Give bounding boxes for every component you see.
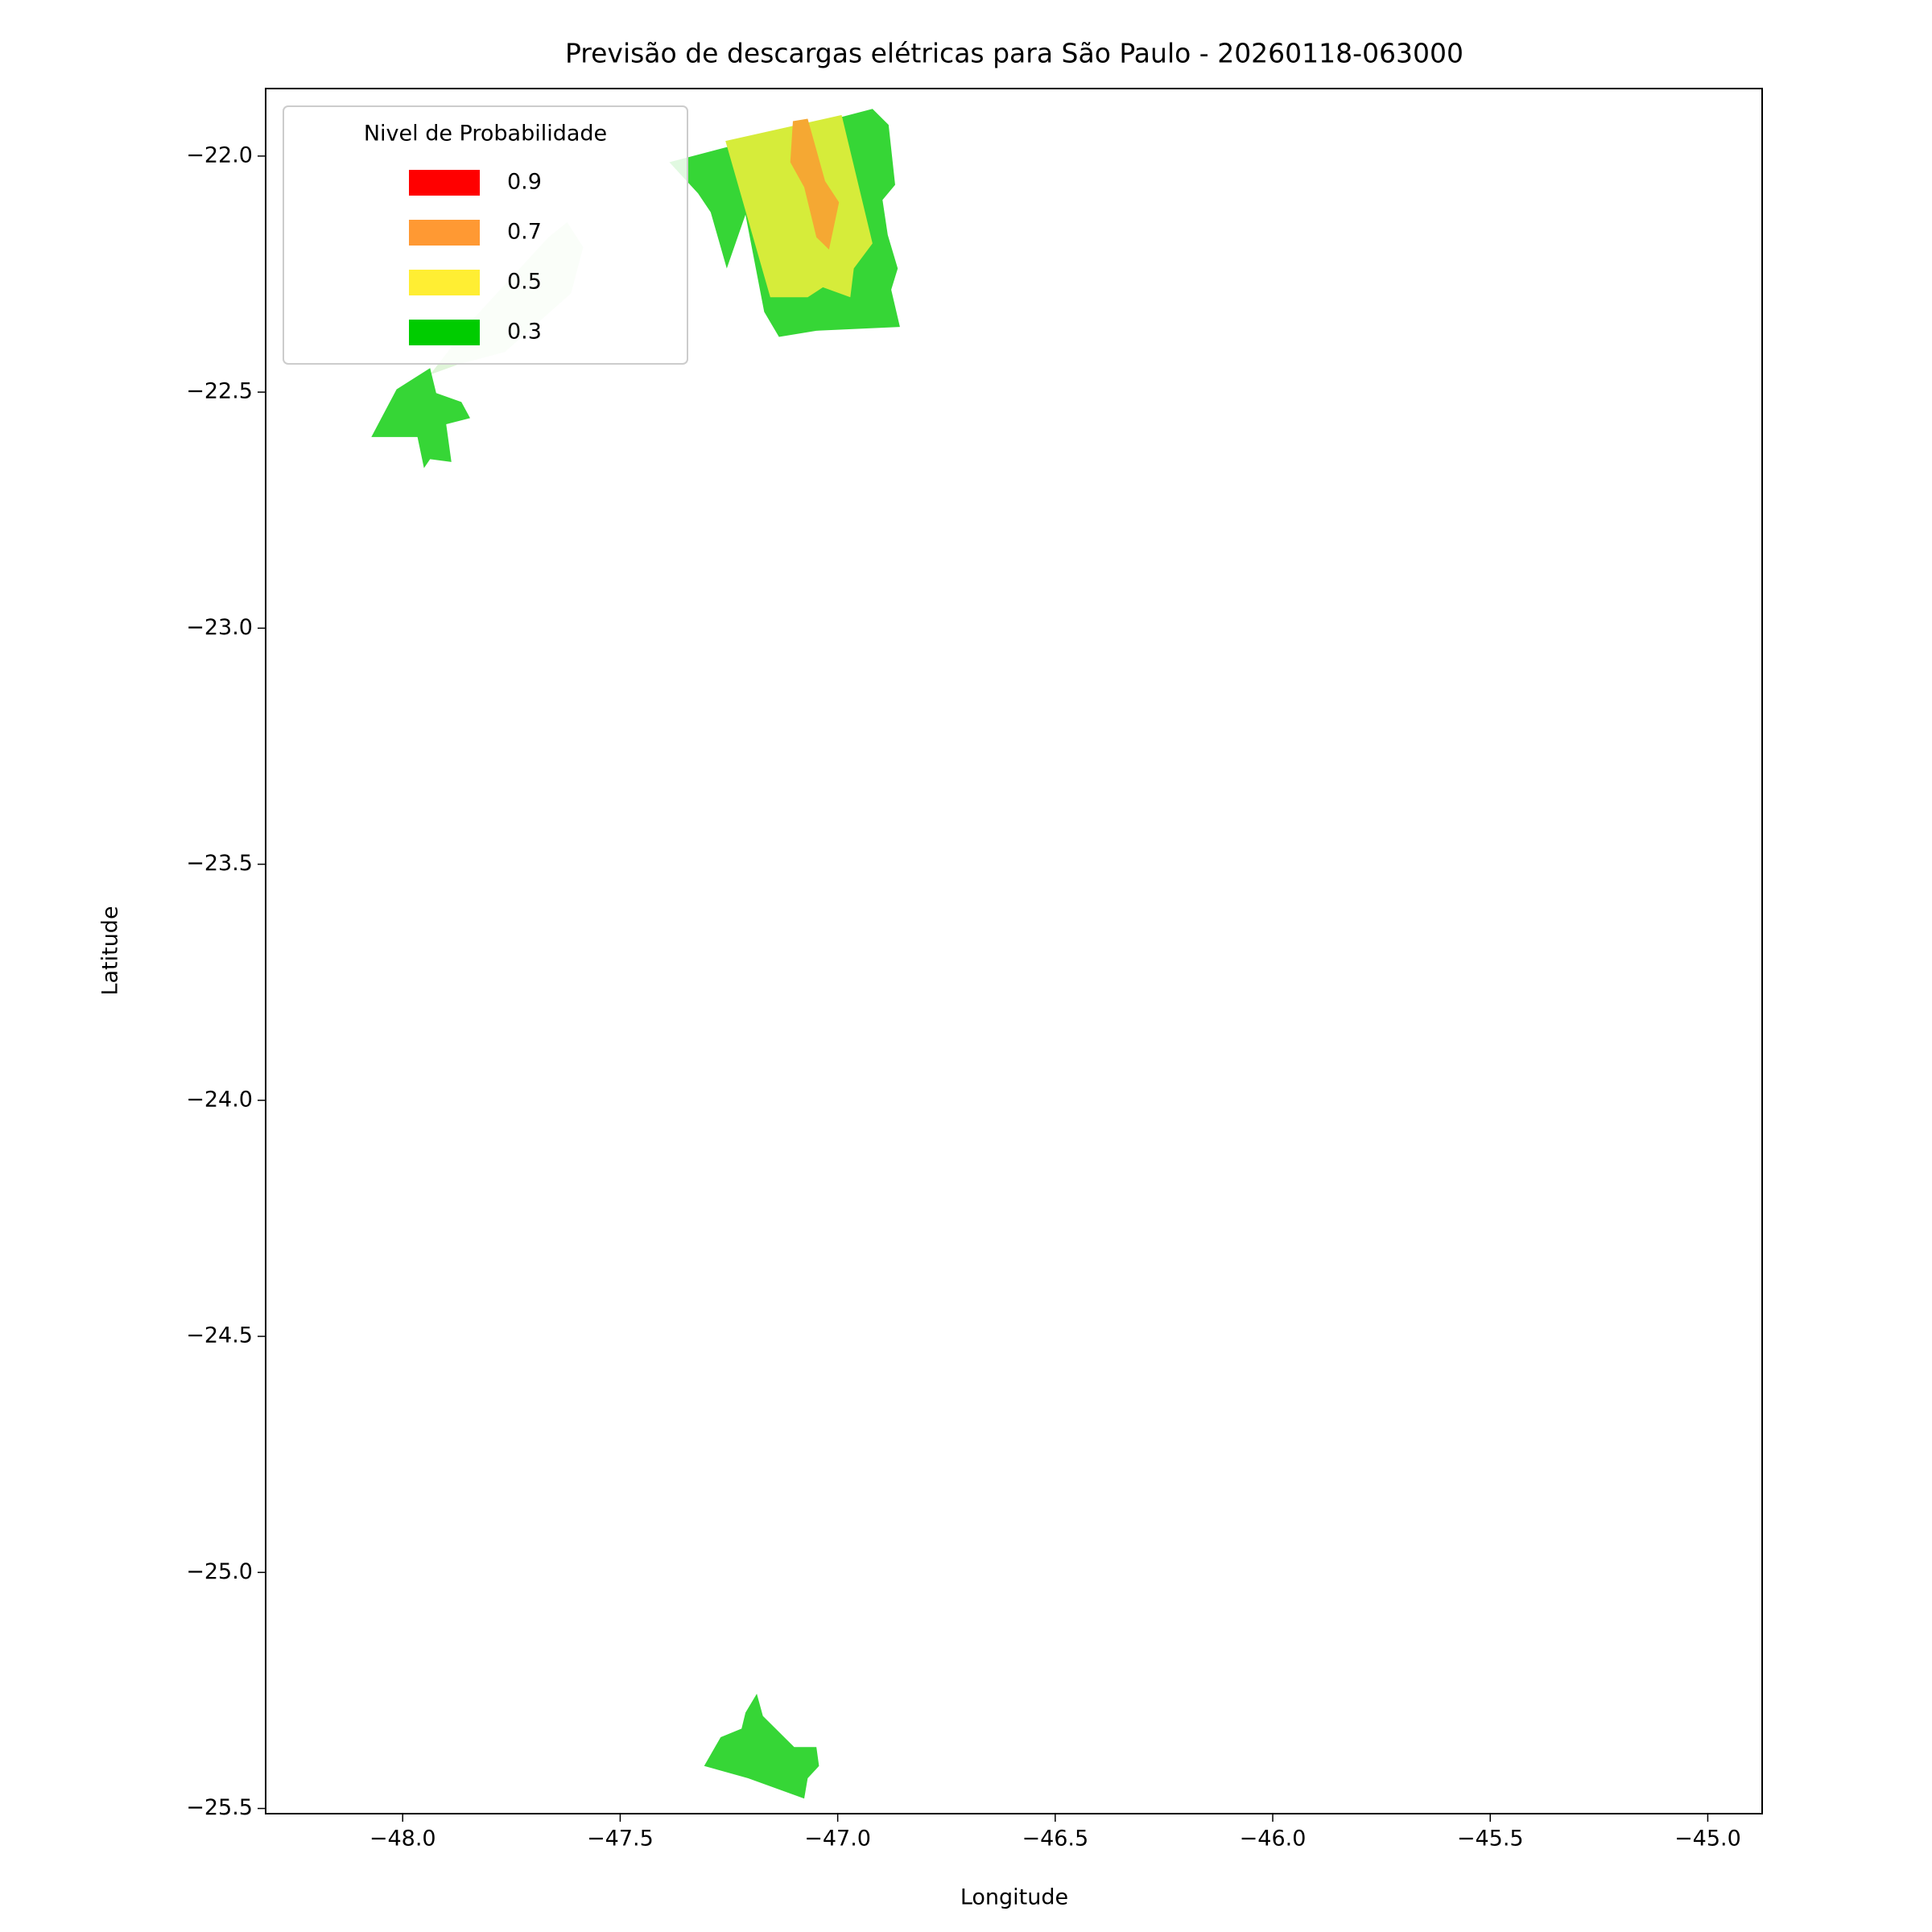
x-tick-label: −45.0 xyxy=(1674,1827,1741,1852)
probability-region xyxy=(725,114,873,298)
legend: Nivel de Probabilidade 0.9 0.7 0.5 0.3 xyxy=(283,105,688,365)
y-tick-label: −24.5 xyxy=(186,1323,253,1348)
probability-region xyxy=(790,118,840,250)
legend-title: Nivel de Probabilidade xyxy=(364,122,607,147)
legend-label: 0.5 xyxy=(507,270,542,295)
x-tick-label: −48.0 xyxy=(369,1827,436,1852)
legend-box xyxy=(283,105,688,365)
x-tick-label: −46.0 xyxy=(1240,1827,1307,1852)
plot-frame xyxy=(265,88,1763,1814)
y-tick-label: −22.5 xyxy=(186,379,253,404)
legend-label: 0.3 xyxy=(507,320,542,345)
x-axis-label: Longitude xyxy=(960,1885,1068,1910)
legend-swatch xyxy=(409,270,480,295)
legend-label: 0.7 xyxy=(507,220,542,245)
legend-swatch xyxy=(409,220,480,246)
legend-swatch xyxy=(409,320,480,345)
y-axis-label: Latitude xyxy=(98,906,123,995)
legend-swatch xyxy=(409,170,480,196)
legend-label: 0.9 xyxy=(507,170,542,195)
y-tick-label: −25.5 xyxy=(186,1795,253,1820)
chart-title: Previsão de descargas elétricas para São… xyxy=(565,38,1463,69)
y-tick-label: −23.5 xyxy=(186,851,253,876)
x-tick-label: −46.5 xyxy=(1022,1827,1088,1852)
y-tick-label: −24.0 xyxy=(186,1087,253,1112)
y-tick-label: −23.0 xyxy=(186,615,253,640)
y-tick-label: −25.0 xyxy=(186,1559,253,1584)
probability-region xyxy=(704,1694,819,1799)
x-tick-label: −45.5 xyxy=(1457,1827,1524,1852)
y-tick-label: −22.0 xyxy=(186,142,253,167)
x-tick-label: −47.0 xyxy=(804,1827,871,1852)
probability-region xyxy=(371,368,470,469)
x-tick-label: −47.5 xyxy=(587,1827,654,1852)
